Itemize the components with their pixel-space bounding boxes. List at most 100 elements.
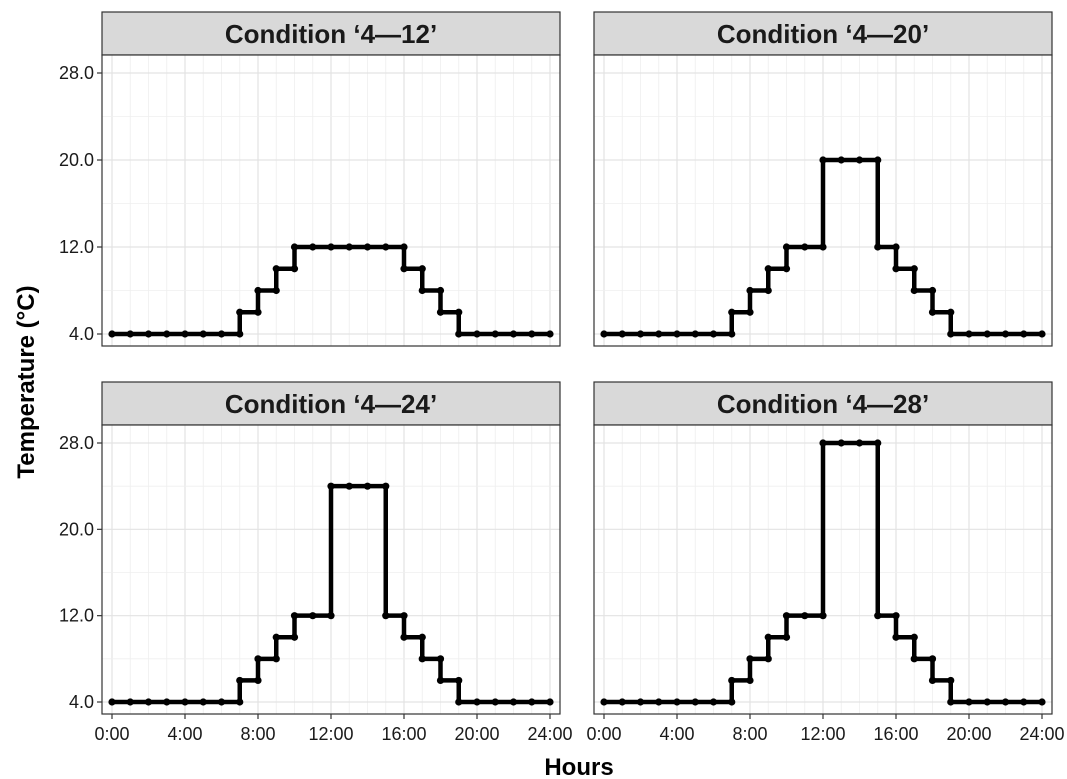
data-point (1001, 698, 1010, 706)
data-point (709, 698, 718, 706)
data-point (691, 330, 699, 338)
data-point (436, 676, 445, 685)
data-point (272, 286, 280, 295)
data-point (965, 698, 973, 706)
y-tick-label: 4.0 (69, 324, 94, 344)
data-point (181, 330, 189, 338)
facet-panels: Condition ‘4—12’4.012.020.028.0Condition… (59, 11, 1065, 744)
x-tick-label: 24:00 (527, 724, 572, 744)
data-point (382, 243, 390, 251)
data-point (199, 330, 207, 338)
data-point (1020, 330, 1028, 338)
x-tick-label: 0:00 (94, 724, 129, 744)
data-point (290, 243, 299, 251)
x-tick-label: 16:00 (873, 724, 918, 744)
data-point (546, 698, 554, 706)
data-point (509, 698, 518, 706)
y-axis-title: Temperature (°C) (13, 285, 40, 478)
data-point (928, 308, 937, 316)
data-point (1038, 698, 1046, 706)
data-point (928, 655, 937, 663)
data-point (254, 655, 262, 663)
data-point (309, 243, 317, 251)
x-tick-label: 4:00 (167, 724, 202, 744)
data-point (272, 633, 280, 641)
data-point (764, 655, 772, 663)
panel-border (593, 54, 1053, 347)
data-point (874, 243, 882, 251)
panel-4: Condition ‘4—28’ 0:00 4:00 8:00 12:00 16:00 20… (586, 381, 1065, 744)
data-point (345, 482, 353, 490)
x-tick-label: 16:00 (381, 724, 426, 744)
data-point (636, 698, 645, 706)
data-point (746, 676, 754, 685)
data-point (436, 308, 445, 316)
data-points (600, 156, 1046, 338)
data-point (1038, 330, 1046, 338)
data-point (418, 633, 426, 641)
panel-2: Condition ‘4—20’ (593, 11, 1053, 347)
data-point (491, 330, 499, 338)
data-point (144, 698, 153, 706)
data-point (418, 655, 426, 663)
facet-title: Condition ‘4—24’ (225, 389, 437, 419)
data-point (491, 698, 499, 706)
data-point (801, 612, 809, 620)
data-point (600, 698, 608, 706)
data-point (910, 286, 918, 295)
data-point (764, 265, 772, 273)
data-point (728, 698, 736, 706)
x-tick-label: 0:00 (586, 724, 621, 744)
data-point (327, 482, 335, 490)
data-point (874, 612, 882, 620)
data-point (309, 612, 317, 620)
data-point (855, 156, 864, 164)
data-point (983, 698, 991, 706)
data-point (400, 633, 408, 641)
data-point (126, 698, 134, 706)
data-point (473, 330, 481, 338)
data-point (436, 286, 445, 295)
data-point (382, 612, 390, 620)
data-point (910, 265, 918, 273)
x-tick-label: 12:00 (800, 724, 845, 744)
data-point (837, 156, 845, 164)
data-point (126, 330, 134, 338)
data-point (855, 439, 864, 447)
data-point (947, 698, 955, 706)
data-point (618, 698, 626, 706)
data-point (928, 676, 937, 685)
vertical-gridlines (111, 55, 551, 346)
data-point (108, 698, 116, 706)
data-point (892, 633, 900, 641)
data-point (636, 330, 645, 338)
data-point (819, 439, 827, 447)
data-point (418, 286, 426, 295)
x-tick-label: 24:00 (1019, 724, 1064, 744)
data-point (746, 286, 754, 295)
data-point (236, 330, 244, 338)
x-tick-label: 8:00 (732, 724, 767, 744)
data-point (254, 308, 262, 316)
data-point (819, 612, 827, 620)
data-point (254, 676, 262, 685)
data-point (236, 698, 244, 706)
data-point (709, 330, 718, 338)
data-point (874, 156, 882, 164)
facet-strip (593, 381, 1053, 426)
panel-3: Condition ‘4—24’ 4.0 12.0 20.0 28.0 0:00 4:00 8… (59, 381, 573, 744)
y-tick-label: 20.0 (59, 150, 94, 170)
data-point (819, 156, 827, 164)
data-point (874, 439, 882, 447)
data-point (892, 265, 900, 273)
data-point (746, 308, 754, 316)
data-point (546, 330, 554, 338)
data-point (382, 482, 390, 490)
data-point (801, 243, 809, 251)
data-point (327, 243, 335, 251)
panel-1: Condition ‘4—12’ 4.0 12.0 20.0 28.0 (59, 11, 561, 347)
data-point (910, 655, 918, 663)
data-point (600, 330, 608, 338)
data-point (947, 330, 955, 338)
data-point (655, 330, 663, 338)
